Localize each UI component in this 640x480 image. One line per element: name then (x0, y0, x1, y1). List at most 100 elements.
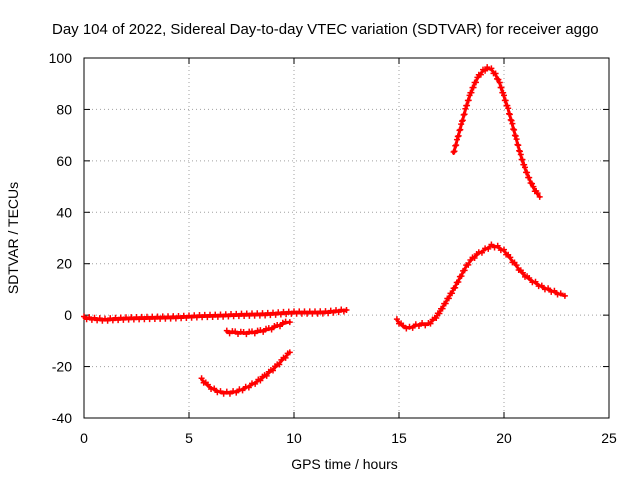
x-tick-label: 0 (80, 430, 88, 446)
data-point (482, 67, 489, 74)
data-point (455, 278, 462, 285)
data-point (505, 105, 512, 112)
data-point (445, 295, 452, 302)
data-point (519, 156, 526, 163)
data-point (268, 326, 275, 333)
grid-lines (84, 58, 609, 418)
data-point (508, 117, 515, 124)
data-point (554, 291, 561, 298)
y-tick-label: 20 (56, 256, 72, 272)
plot-frame (83, 57, 610, 419)
data-point (271, 323, 278, 330)
data-point (422, 322, 429, 329)
x-tick-label: 15 (391, 430, 407, 446)
data-point (282, 354, 289, 361)
series-arc-5 (450, 64, 543, 200)
data-point (263, 372, 270, 379)
data-point (458, 273, 465, 280)
data-point (409, 324, 416, 331)
data-point (526, 274, 533, 281)
data-point (561, 292, 568, 299)
x-tick-label: 5 (185, 430, 193, 446)
data-point (419, 319, 426, 326)
data-point (217, 388, 224, 395)
y-tick-label: 60 (56, 153, 72, 169)
data-point (461, 111, 468, 118)
x-tick-label: 25 (601, 430, 617, 446)
data-point (548, 288, 555, 295)
data-point (522, 164, 528, 171)
data-point (557, 290, 564, 297)
data-point (453, 142, 460, 149)
data-point (459, 117, 466, 124)
data-point (511, 126, 518, 133)
data-point (442, 300, 449, 307)
data-point (501, 246, 507, 253)
data-point (488, 65, 495, 72)
data-point (538, 282, 545, 289)
series-arc-2 (223, 318, 293, 338)
data-point (204, 381, 211, 388)
data-point (541, 286, 548, 293)
data-point (473, 79, 479, 86)
data-point (484, 64, 491, 71)
data-point (198, 375, 205, 382)
data-point (439, 305, 446, 312)
data-point (526, 174, 533, 181)
data-point (220, 390, 227, 397)
data-point (491, 244, 498, 251)
data-point (458, 121, 465, 128)
series-arc-3 (198, 349, 293, 397)
data-point (270, 367, 276, 374)
data-point (452, 284, 459, 291)
y-tick-label: 0 (64, 307, 72, 323)
data-point (488, 241, 495, 248)
x-tick-label: 10 (286, 430, 302, 446)
data-point (524, 169, 531, 176)
data-point (433, 314, 440, 321)
data-point (393, 316, 400, 323)
y-tick-label: 40 (56, 204, 72, 220)
data-point (236, 386, 243, 393)
data-point (453, 136, 460, 143)
series-arc-1 (81, 306, 350, 324)
data-point (455, 132, 462, 139)
data-point (465, 97, 472, 104)
data-point (545, 285, 552, 292)
data-point (513, 136, 520, 143)
x-tick-label: 20 (496, 430, 512, 446)
data-point (286, 349, 293, 356)
data-point (286, 319, 293, 326)
y-axis-label: SDTVAR / TECUs (5, 182, 21, 294)
data-point (507, 254, 514, 261)
data-point (260, 328, 267, 335)
data-point (279, 319, 286, 326)
data-points (81, 64, 568, 397)
data-point (461, 267, 468, 274)
data-point (462, 105, 469, 112)
data-point (252, 380, 259, 387)
data-point (449, 290, 456, 297)
data-point (465, 261, 472, 268)
data-point (506, 111, 513, 118)
data-point (226, 390, 233, 397)
data-point (529, 180, 535, 187)
data-point (502, 97, 509, 104)
y-tick-label: -20 (52, 359, 72, 375)
data-point (485, 245, 492, 252)
x-axis-label: GPS time / hours (291, 456, 398, 472)
data-point (512, 133, 519, 139)
axis-ticks: 0 5 10 15 20 25 -40 -20 0 20 40 60 80 100 (49, 50, 617, 446)
data-point (223, 388, 230, 395)
data-point (477, 71, 484, 78)
data-point (498, 84, 505, 91)
data-point (412, 321, 419, 328)
data-point (230, 388, 237, 395)
data-point (515, 142, 522, 149)
data-point (513, 262, 520, 269)
y-tick-label: -40 (52, 410, 72, 426)
data-point (427, 320, 434, 327)
data-point (468, 89, 475, 96)
data-point (492, 70, 499, 77)
data-point (406, 323, 413, 330)
